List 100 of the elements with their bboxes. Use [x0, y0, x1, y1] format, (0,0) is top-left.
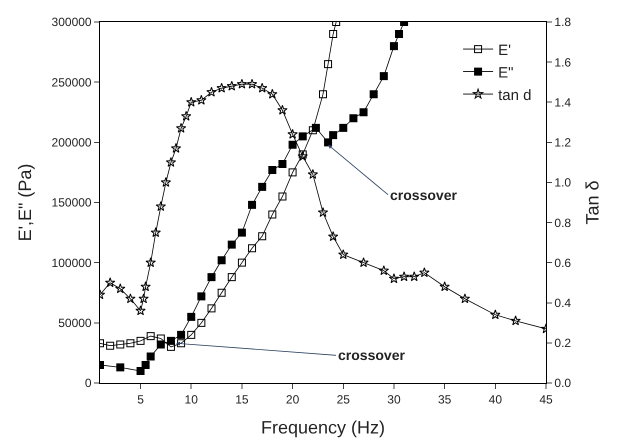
y2-tick-label: 1.6 [554, 55, 572, 70]
point [312, 124, 320, 132]
x-tick-label: 20 [286, 392, 300, 406]
x-tick-label: 35 [438, 392, 452, 406]
y-tick-label: 250000 [52, 75, 92, 90]
point [177, 330, 186, 339]
point [248, 200, 256, 209]
point [115, 283, 126, 294]
point [146, 257, 156, 268]
point [298, 132, 307, 140]
point [390, 42, 398, 50]
point [228, 240, 236, 249]
point [236, 78, 248, 89]
point [370, 90, 378, 98]
point [177, 339, 186, 348]
point [510, 315, 521, 326]
point [206, 86, 217, 97]
point [187, 330, 196, 339]
point [278, 192, 286, 200]
legend-label: tan d [498, 86, 532, 104]
point [324, 60, 332, 68]
x-tick-label: 15 [235, 392, 249, 406]
point [238, 258, 246, 267]
point [288, 140, 297, 149]
y-tick-label: 50000 [58, 316, 92, 330]
y-tick-label: 0 [84, 376, 92, 390]
point [246, 78, 258, 89]
annotation: crossover [390, 187, 458, 203]
point [338, 249, 348, 260]
x-tick-label: 45 [539, 392, 553, 406]
point [170, 142, 182, 153]
y2-tick-label: 1.2 [554, 136, 572, 150]
point [358, 257, 369, 268]
point [329, 131, 338, 140]
point [288, 168, 297, 176]
point [238, 228, 246, 237]
point [267, 88, 278, 99]
point [166, 156, 176, 167]
y2-tick-label: 0.0 [554, 376, 572, 390]
y-tick-label: 300000 [52, 15, 92, 30]
y2-tick-label: 1.0 [554, 176, 572, 190]
y-tick-label: 100000 [52, 256, 92, 270]
point [378, 265, 389, 276]
point [278, 160, 286, 168]
point [166, 336, 175, 345]
point [181, 110, 192, 121]
point [398, 271, 410, 282]
point [360, 108, 368, 116]
annotation: crossover [338, 347, 406, 363]
point [226, 80, 237, 91]
y2-tick-label: 0.4 [554, 296, 572, 310]
point [308, 169, 318, 179]
point [308, 126, 317, 134]
x-tick-label: 40 [488, 392, 502, 406]
point [166, 342, 175, 351]
point [380, 72, 388, 80]
point [197, 292, 206, 300]
x-tick-label: 25 [336, 392, 350, 406]
point [140, 281, 151, 292]
point [339, 124, 348, 132]
point [135, 305, 146, 316]
point [116, 340, 124, 348]
point [268, 166, 276, 174]
y-tick-label: 200000 [52, 136, 92, 150]
point [258, 182, 266, 191]
point [319, 90, 327, 98]
point [268, 210, 276, 219]
point [439, 281, 450, 292]
y2-tick-label: 1.8 [554, 15, 572, 30]
point [287, 128, 298, 139]
point [136, 366, 145, 375]
point [216, 82, 227, 93]
point [116, 363, 124, 372]
point [208, 273, 216, 282]
point [257, 82, 268, 93]
point [146, 332, 155, 340]
point [156, 334, 165, 342]
point [349, 114, 358, 122]
x-tick-label: 5 [137, 392, 144, 406]
point [150, 227, 161, 238]
point [328, 231, 338, 242]
point [388, 273, 400, 284]
point [460, 293, 470, 304]
point [419, 267, 430, 278]
x-axis-title: Frequency (Hz) [260, 418, 386, 438]
y-tick-label: 150000 [52, 196, 92, 210]
x-tick-label: 10 [184, 392, 198, 406]
point [146, 352, 155, 361]
point [298, 150, 308, 161]
point [318, 207, 328, 217]
point [395, 30, 404, 38]
point [248, 244, 256, 252]
point [125, 293, 136, 304]
point [186, 96, 196, 107]
point [142, 360, 150, 369]
point [176, 122, 186, 133]
point [156, 201, 166, 211]
y2-axis-title: Tan δ [582, 180, 603, 225]
point [409, 271, 420, 282]
point [106, 342, 114, 350]
